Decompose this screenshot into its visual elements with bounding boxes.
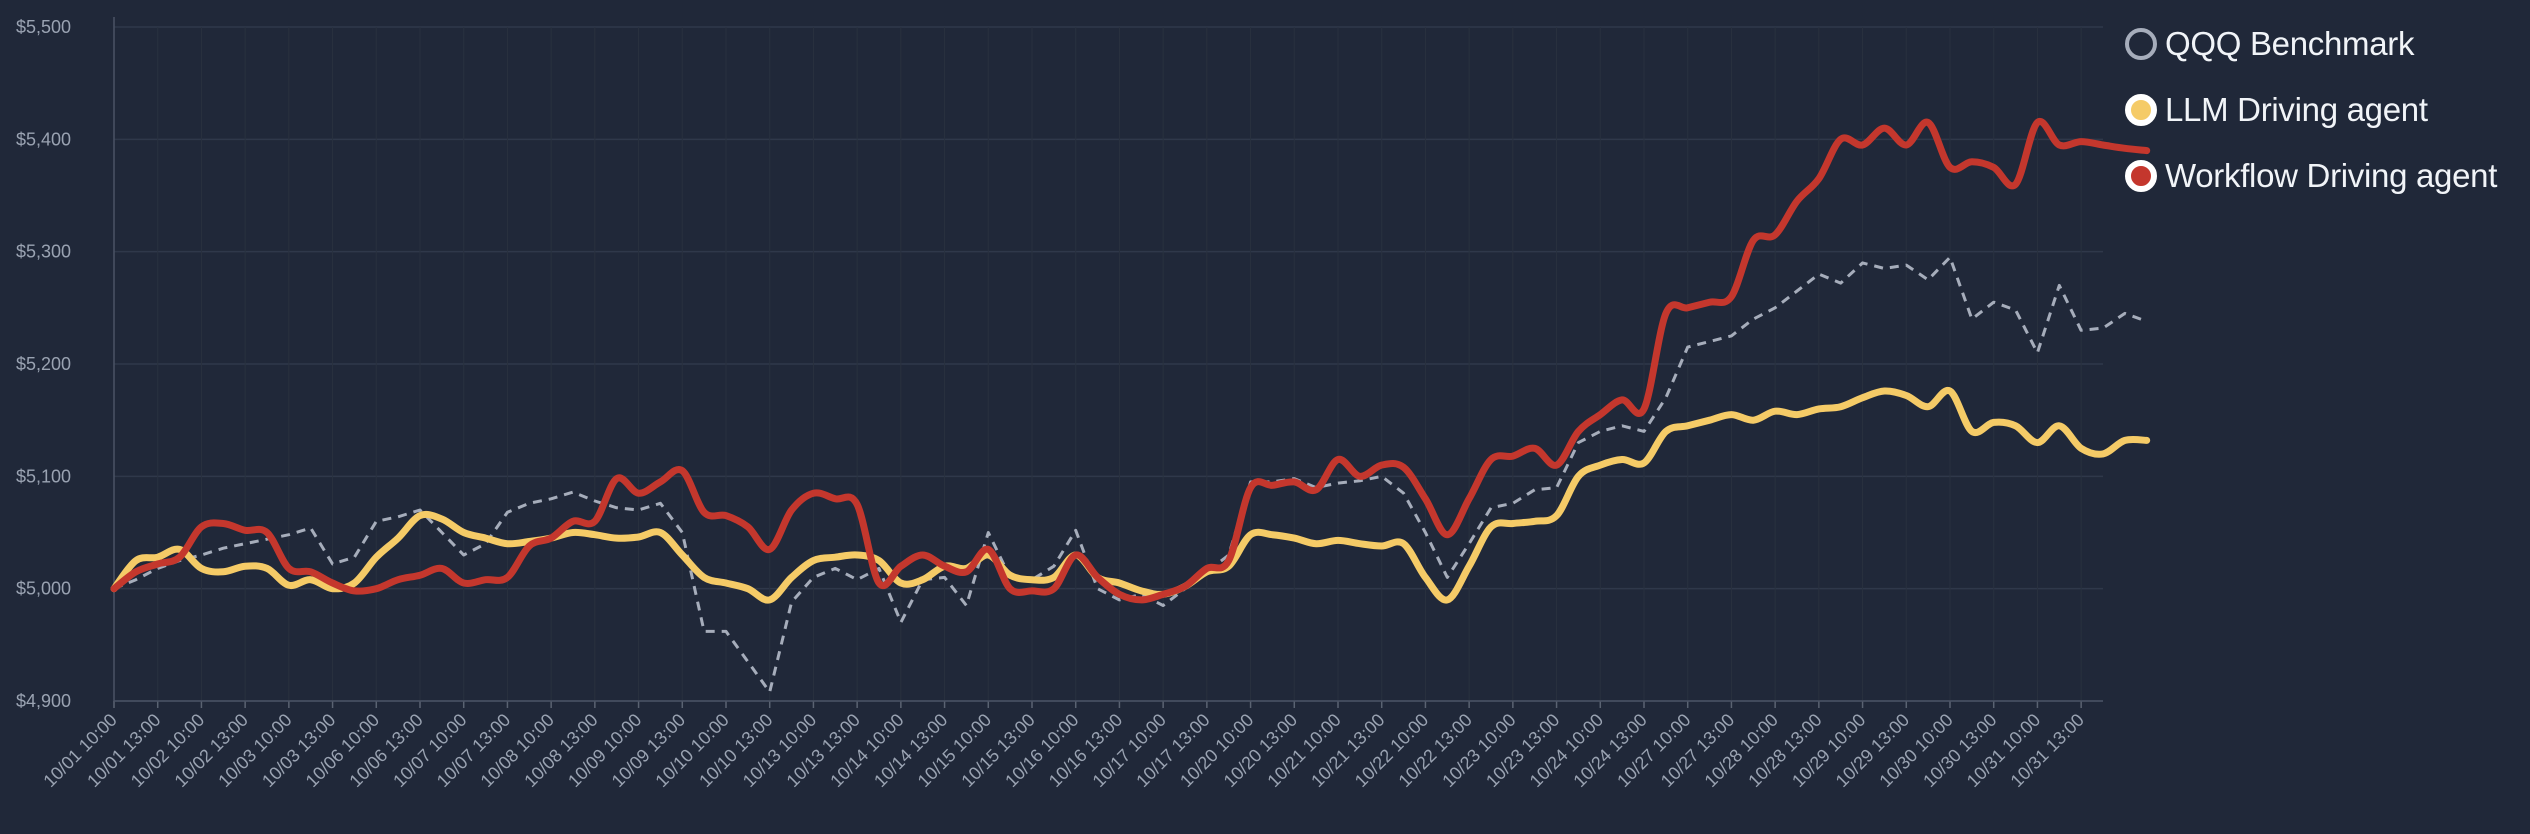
- series-workflow-driving-agent: [110, 117, 2151, 604]
- legend-label-qqq-benchmark: QQQ Benchmark: [2165, 25, 2415, 62]
- legend-label-llm-driving-agent: LLM Driving agent: [2165, 91, 2428, 128]
- y-tick-label: $5,200: [16, 354, 71, 374]
- legend-item-qqq-benchmark[interactable]: QQQ Benchmark: [2125, 22, 2525, 66]
- y-tick-label: $5,500: [16, 17, 71, 37]
- y-tick-label: $5,000: [16, 579, 71, 599]
- legend-item-llm-driving-agent[interactable]: LLM Driving agent: [2125, 88, 2525, 132]
- legend-marker-qqq-benchmark: [2125, 28, 2157, 60]
- y-tick-label: $4,900: [16, 691, 71, 711]
- series-llm-driving-agent: [110, 387, 2151, 604]
- legend-marker-llm-driving-agent: [2125, 94, 2157, 126]
- chart-legend: QQQ Benchmark LLM Driving agent Workflow…: [2125, 22, 2525, 220]
- chart-series: [110, 117, 2151, 694]
- y-tick-label: $5,100: [16, 466, 71, 486]
- y-axis: $4,900 $5,000 $5,100 $5,200 $5,300 $5,400 $5,5…: [16, 17, 115, 711]
- y-tick-label: $5,300: [16, 242, 71, 262]
- legend-marker-workflow-driving-agent: [2125, 160, 2157, 192]
- legend-item-workflow-driving-agent[interactable]: Workflow Driving agent: [2125, 154, 2525, 198]
- series-qqq-benchmark: [113, 255, 2148, 694]
- y-tick-label: $5,400: [16, 129, 71, 149]
- legend-label-workflow-driving-agent: Workflow Driving agent: [2165, 157, 2498, 194]
- chart-grid: [113, 26, 2103, 702]
